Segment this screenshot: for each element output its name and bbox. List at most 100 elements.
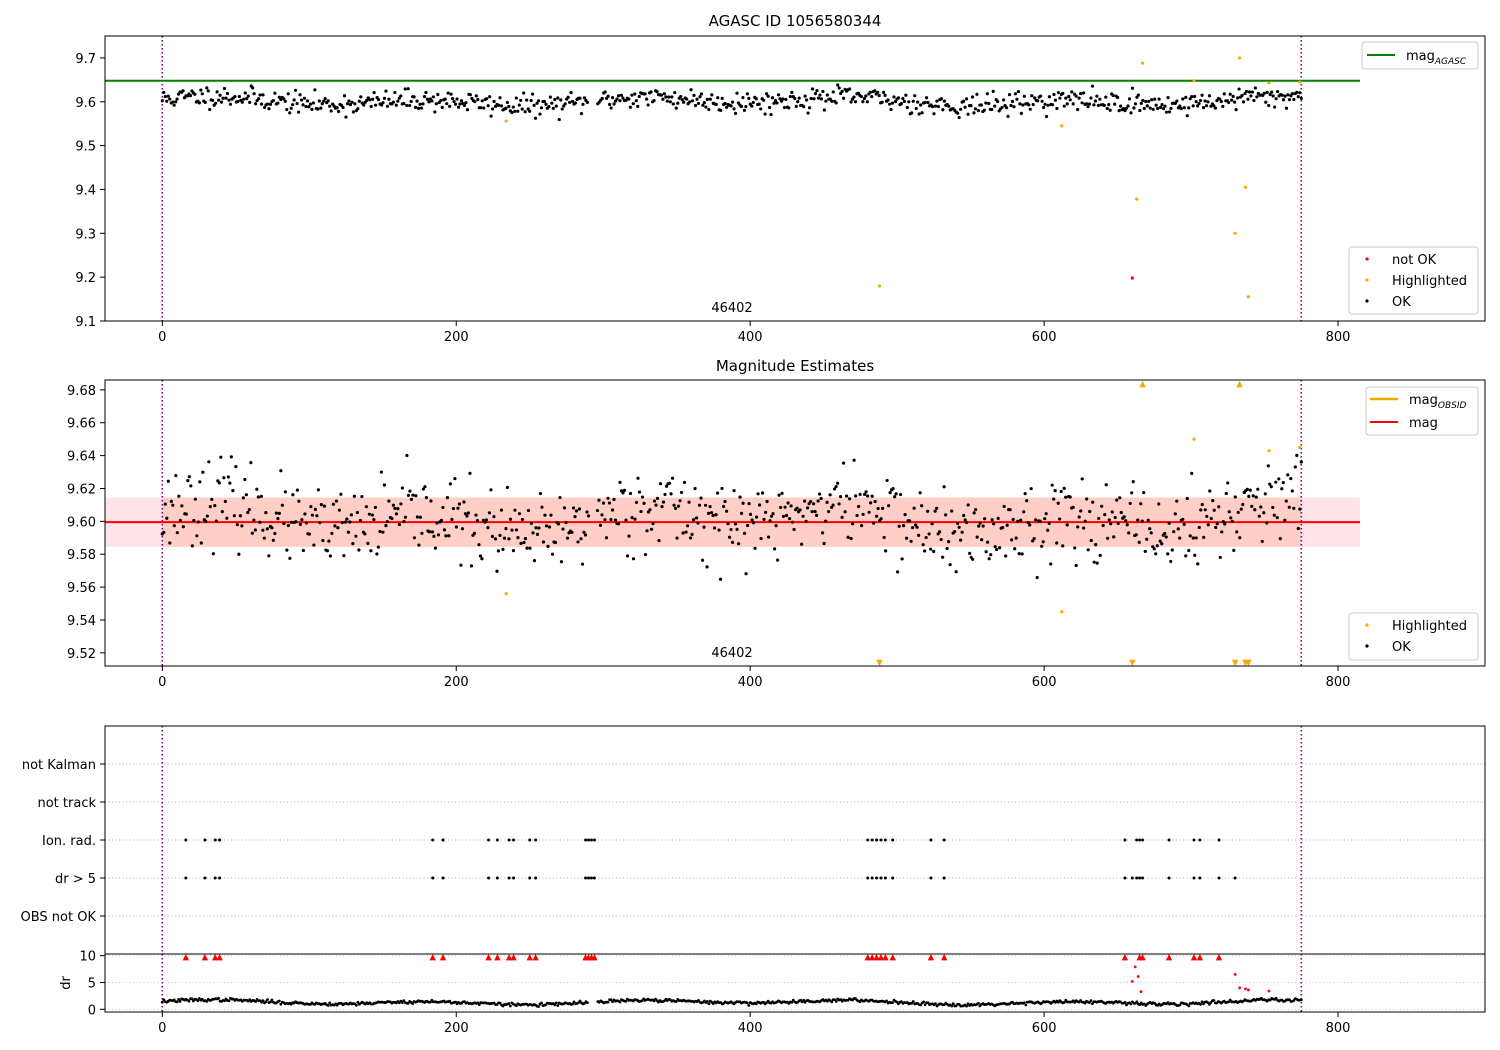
ok-point [364, 505, 369, 509]
ok-point [486, 526, 490, 530]
ok-point [876, 90, 880, 94]
ok-point [854, 494, 858, 498]
ok-point [910, 111, 914, 115]
ok-point [993, 545, 997, 549]
ok-point [498, 96, 502, 100]
ok-point [902, 524, 906, 528]
ok-point [607, 501, 612, 505]
ok-point [444, 534, 448, 538]
ok-point [1071, 505, 1075, 510]
not-ok-point [1130, 276, 1134, 280]
ok-point [1062, 104, 1066, 108]
ok-point [1173, 101, 1177, 105]
ok-point [693, 103, 698, 108]
ok-point [550, 552, 555, 556]
ok-point [208, 504, 212, 509]
ok-point [1028, 523, 1032, 527]
ok-point [579, 111, 584, 116]
ok-point [225, 91, 230, 96]
ok-point [465, 514, 469, 518]
ok-point [259, 102, 264, 106]
ok-point [794, 104, 798, 108]
ok-point [855, 513, 859, 518]
ok-point [376, 545, 381, 549]
ok-point [1260, 539, 1264, 544]
ok-point [645, 97, 649, 101]
ok-point [1281, 481, 1285, 485]
ok-point [660, 505, 664, 509]
ok-point [1146, 518, 1150, 522]
ok-point [697, 503, 702, 507]
ok-point [487, 511, 492, 515]
agasc-legend-points[interactable]: not OK Highlighted OK [1348, 246, 1479, 315]
ok-point [984, 550, 988, 554]
ok-point [1030, 94, 1034, 98]
ok-point [529, 98, 533, 103]
ok-point [913, 94, 917, 98]
ok-point [804, 519, 808, 523]
ok-point [1136, 518, 1140, 522]
ok-point [1002, 504, 1006, 509]
ok-point [172, 524, 176, 528]
magnitude-legend-lines[interactable]: magOBSID mag [1365, 386, 1479, 436]
ok-point [1233, 100, 1237, 104]
ok-point [709, 511, 714, 515]
ok-point [406, 493, 411, 497]
ok-point [1104, 483, 1108, 487]
flags-axes: not Kalman not track Ion. rad. dr > 5 OB… [21, 758, 105, 925]
magnitude-legend-points[interactable]: Highlighted OK [1348, 612, 1479, 661]
ok-point [427, 530, 432, 534]
ok-point [391, 503, 396, 507]
ok-point [1064, 495, 1068, 499]
flag-point [218, 876, 222, 880]
ok-point [205, 514, 209, 518]
ok-point [1259, 505, 1263, 509]
ok-point [174, 100, 178, 104]
ok-point [432, 534, 436, 538]
ok-point [712, 526, 717, 530]
agasc-legend-line[interactable]: magAGASC [1361, 41, 1479, 70]
dr-xtick-label: 200 [444, 1021, 469, 1036]
ok-point [307, 105, 311, 109]
ok-point [172, 103, 176, 107]
ok-point [1280, 93, 1284, 97]
ok-point [924, 96, 929, 100]
ok-point [634, 500, 639, 505]
ok-point [259, 494, 263, 498]
ok-point [405, 103, 409, 108]
ok-point [1083, 519, 1087, 523]
ok-point [899, 102, 903, 106]
ok-point [1230, 519, 1234, 523]
ok-point [1281, 98, 1286, 102]
ok-point [862, 96, 866, 101]
ok-point [780, 491, 784, 495]
ok-point [166, 94, 170, 98]
ok-point [436, 92, 440, 97]
ok-point [667, 481, 672, 485]
ok-point [478, 554, 483, 558]
ok-point [938, 530, 942, 534]
ok-point [1152, 547, 1156, 551]
ok-point [754, 97, 758, 101]
legend-highlighted-swatch [1365, 278, 1369, 282]
ok-point [1061, 544, 1065, 548]
ok-point [1088, 509, 1092, 514]
ok-point [891, 486, 895, 491]
ok-point [291, 493, 295, 497]
ok-point [424, 495, 429, 500]
flag-point [870, 876, 874, 880]
ok-point [282, 97, 286, 101]
ok-point [881, 506, 885, 510]
ok-point [475, 519, 480, 523]
ok-point [1199, 508, 1203, 512]
ok-point [402, 999, 406, 1003]
flag-point [584, 838, 588, 842]
ok-point [826, 510, 831, 514]
ok-point [498, 1001, 502, 1005]
ok-point [295, 488, 299, 492]
ok-point [851, 522, 855, 526]
ok-point [1074, 94, 1078, 98]
ok-point [532, 559, 537, 563]
agasc-ytick-label: 9.6 [75, 96, 96, 111]
ok-point [1268, 92, 1272, 97]
